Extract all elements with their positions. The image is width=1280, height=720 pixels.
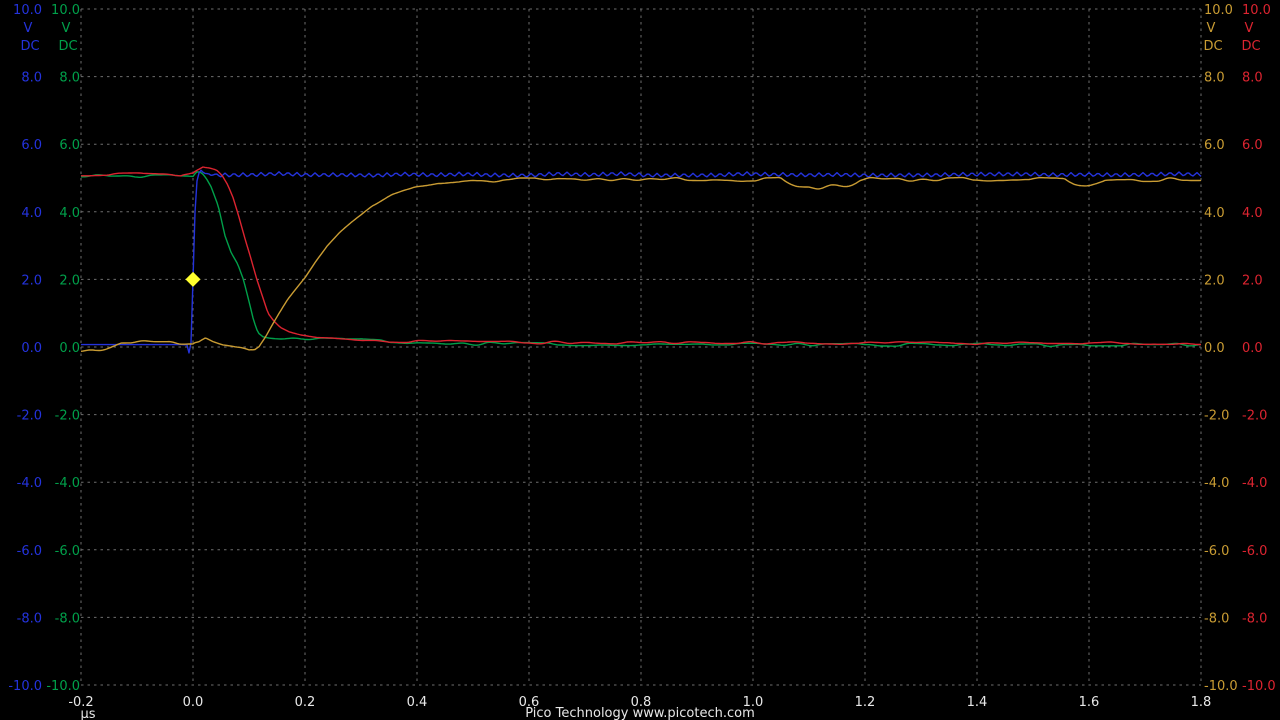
axis-red-tick-label: 2.0 [1242,273,1263,288]
axis-blue-tick-label: -4.0 [17,476,42,491]
axis-red-tick-label: -10.0 [1242,679,1276,694]
x-tick-label: 1.6 [1079,695,1100,710]
axis-blue-coupling-label: DC [20,39,39,54]
axis-green-tick-label: -4.0 [55,476,80,491]
channel-red-trace [81,166,1201,346]
axis-green-tick-label: 8.0 [59,71,80,86]
axis-green-tick-label: -10.0 [46,679,80,694]
x-tick-label: 0.6 [519,695,540,710]
x-tick-label: 1.2 [855,695,876,710]
axis-blue-tick-label: -2.0 [17,409,42,424]
channel-dark-yellow-trace [80,176,1202,352]
axis-green-coupling-label: DC [58,39,77,54]
axis-red-tick-label: 8.0 [1242,71,1263,86]
axis-green-tick-label: -8.0 [55,611,80,626]
x-axis-labels: -0.2 0.0 0.2 0.4 0.6 0.8 1.0 1.2 1.4 1.6 1.8 [68,695,1211,710]
axis-blue-unit-label: V [24,21,33,36]
axis-green-tick-label: 10.0 [51,3,80,18]
axis-green-tick-label: -2.0 [55,409,80,424]
x-tick-label: 0.2 [295,695,316,710]
trigger-marker-diamond[interactable] [185,271,201,287]
axis-blue-tick-label: 2.0 [21,273,42,288]
axis-dark-yellow-tick-label: -10.0 [1204,679,1238,694]
axis-red-tick-label: -2.0 [1242,409,1267,424]
axis-dark-yellow-tick-label: 4.0 [1204,206,1225,221]
axis-dark-yellow-tick-label: -6.0 [1204,544,1229,559]
axis-red-coupling-label: DC [1241,39,1260,54]
axis-green-tick-label: 4.0 [59,206,80,221]
axis-green-tick-label: 2.0 [59,273,80,288]
x-tick-label: 1.0 [743,695,764,710]
x-tick-label: 0.0 [183,695,204,710]
axis-dark-yellow-coupling-label: DC [1203,39,1222,54]
axis-dark-yellow-tick-label: -8.0 [1204,611,1229,626]
axis-blue-tick-label: -6.0 [17,544,42,559]
axis-dark-yellow-tick-label: 0.0 [1204,341,1225,356]
x-tick-label: 1.8 [1191,695,1212,710]
axis-red-tick-label: -4.0 [1242,476,1267,491]
y-axis-labels: 10.0 8.0 6.0 4.0 2.0 0.0 -2.0 -4.0 -6.0 -8.0 -10.0… [8,3,1275,694]
axis-green-tick-label: -6.0 [55,544,80,559]
axis-green-tick-label: 6.0 [59,138,80,153]
axis-blue-tick-label: 0.0 [21,341,42,356]
axis-blue-tick-label: 4.0 [21,206,42,221]
axis-dark-yellow-unit-label: V [1207,21,1216,36]
axis-red-tick-label: -6.0 [1242,544,1267,559]
footer-branding: Pico Technology www.picotech.com [525,706,755,720]
axis-red-unit-label: V [1245,21,1254,36]
x-tick-label: 0.4 [407,695,428,710]
x-tick-label: 1.4 [967,695,988,710]
axis-blue-tick-label: 6.0 [21,138,42,153]
axis-dark-yellow-tick-label: 10.0 [1204,3,1233,18]
axis-dark-yellow-tick-label: 6.0 [1204,138,1225,153]
waveform-traces [80,166,1202,354]
axis-blue-tick-label: -8.0 [17,611,42,626]
x-tick-label: -0.2 [68,695,93,710]
x-tick-label: 0.8 [631,695,652,710]
axis-blue-tick-label: -10.0 [8,679,42,694]
axis-dark-yellow-tick-label: 2.0 [1204,273,1225,288]
axis-blue-tick-label: 8.0 [21,71,42,86]
axis-green-tick-label: 0.0 [59,341,80,356]
axis-red-tick-label: 4.0 [1242,206,1263,221]
x-axis-unit-label: µs [80,707,95,720]
axis-red-tick-label: 0.0 [1242,341,1263,356]
axis-green-unit-label: V [62,21,71,36]
axis-dark-yellow-tick-label: -2.0 [1204,409,1229,424]
axis-dark-yellow-tick-label: -4.0 [1204,476,1229,491]
axis-red-tick-label: 6.0 [1242,138,1263,153]
channel-blue-trace [81,169,1202,354]
axis-dark-yellow-tick-label: 8.0 [1204,71,1225,86]
axis-red-tick-label: -8.0 [1242,611,1267,626]
channel-green-trace [80,171,1202,348]
axis-red-tick-label: 10.0 [1242,3,1271,18]
axis-blue-tick-label: 10.0 [13,3,42,18]
grid-lines [80,8,1202,686]
